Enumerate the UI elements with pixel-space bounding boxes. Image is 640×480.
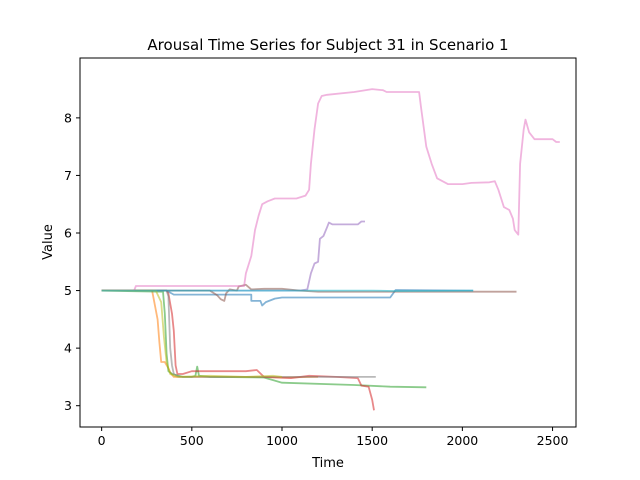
series-line-1	[101, 289, 319, 379]
y-axis-label: Value	[41, 224, 56, 260]
plot-area	[79, 57, 577, 428]
series-line-4	[101, 220, 365, 292]
y-tick-label: 6	[64, 226, 72, 241]
x-tick-label: 500	[180, 433, 204, 448]
series-line-2	[101, 289, 427, 389]
y-axis: 3 4 5 6 7 8	[64, 110, 80, 413]
series-line-3	[101, 289, 375, 411]
series-line-0	[101, 289, 474, 307]
x-axis: 0 500 1000 1500 2000 2500	[98, 427, 569, 448]
series-line-8	[101, 289, 283, 378]
x-tick-label: 1000	[266, 433, 298, 448]
x-axis-label: Time	[311, 456, 344, 471]
x-tick-label: 1500	[356, 433, 388, 448]
y-tick-label: 8	[64, 110, 72, 125]
y-tick-label: 3	[64, 398, 72, 413]
y-tick-label: 5	[64, 283, 72, 298]
series-group	[101, 88, 560, 411]
x-tick-label: 2000	[446, 433, 478, 448]
y-tick-label: 4	[64, 341, 72, 356]
x-tick-label: 0	[98, 433, 106, 448]
series-line-6	[101, 88, 560, 292]
x-tick-label: 2500	[537, 433, 569, 448]
chart-title: Arousal Time Series for Subject 31 in Sc…	[147, 36, 508, 54]
y-tick-label: 7	[64, 168, 72, 183]
series-line-7	[101, 289, 376, 378]
series-line-9	[101, 289, 474, 293]
